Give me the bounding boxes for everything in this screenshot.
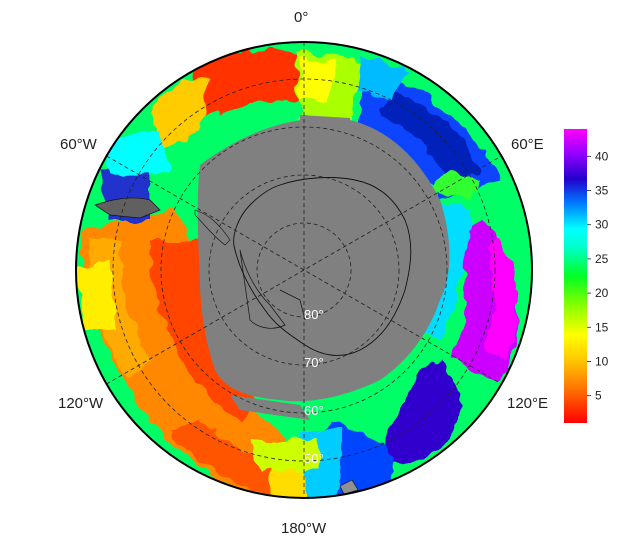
lat-label-70: 70° [304,355,324,370]
colorbar-tick-label: 10 [595,354,609,368]
lon-label-0: 0° [294,9,309,26]
colorbar-tick-label: 5 [595,389,602,403]
colorbar-tick-label: 35 [595,184,609,198]
colorbar-tick-label: 40 [595,149,609,163]
antarctic-peninsula [94,197,161,219]
lat-label-50: 50° [304,451,324,466]
colorbar-tick-label: 25 [595,252,609,266]
lon-label-180w: 180°W [281,520,327,537]
antarctica-land [197,118,450,402]
lon-label-120w: 120°W [58,395,104,412]
lon-label-60w: 60°W [60,136,97,153]
coastline [233,177,412,356]
graticule [106,42,502,498]
colorbar-tick-label: 20 [595,286,609,300]
colorbar: 5 10 15 20 25 30 35 40 [564,129,609,423]
lat-label-80: 80° [304,307,324,322]
lon-label-120e: 120°E [507,395,549,412]
colorbar-tick-label: 15 [595,320,609,334]
lon-label-60e: 60°E [511,136,544,153]
map-frame [75,41,533,499]
colorbar-gradient [564,129,587,423]
sst-field [76,42,532,498]
lat-label-60: 60° [304,403,324,418]
colorbar-tick-label: 30 [595,218,609,232]
